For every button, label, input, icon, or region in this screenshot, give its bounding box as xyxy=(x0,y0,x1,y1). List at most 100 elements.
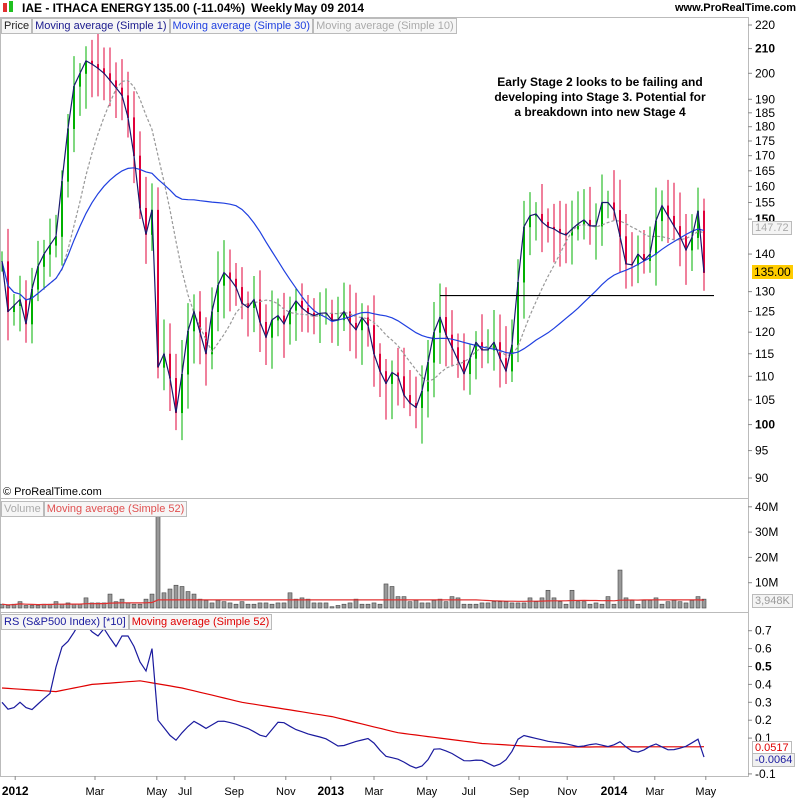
legend-price[interactable]: Price xyxy=(1,18,33,34)
volume-bar xyxy=(647,600,653,609)
price-tick-label: 105 xyxy=(755,393,775,407)
volume-bar xyxy=(545,589,551,609)
volume-tick-label: 30M xyxy=(755,525,778,539)
volume-bar xyxy=(473,603,479,609)
legend-ma30[interactable]: Moving average (Simple 30) xyxy=(169,18,314,34)
legend-volume-ma[interactable]: Moving average (Simple 52) xyxy=(43,501,188,517)
last-price-label: 135.00 xyxy=(752,265,793,279)
volume-bar xyxy=(95,602,101,609)
volume-bar xyxy=(401,596,407,609)
candle-logo-icon-green xyxy=(9,1,13,12)
volume-bar xyxy=(155,514,161,609)
volume-bar xyxy=(101,602,107,609)
volume-tick-label: 10M xyxy=(755,576,778,590)
volume-legend: Volume Moving average (Simple 52) xyxy=(1,501,188,517)
price-tick-label: 170 xyxy=(755,149,775,163)
volume-bar xyxy=(443,601,449,609)
volume-bar xyxy=(377,603,383,609)
volume-bar xyxy=(503,601,509,609)
volume-bar xyxy=(17,601,23,609)
x-tick-label: Sep xyxy=(224,786,244,798)
volume-bar xyxy=(671,600,677,609)
volume-bar xyxy=(221,601,227,609)
volume-bar xyxy=(209,602,215,609)
date: May 09 2014 xyxy=(294,1,365,15)
volume-bar xyxy=(29,605,35,609)
volume-bar xyxy=(575,601,581,609)
volume-bar xyxy=(347,602,353,609)
price-tick-label: 185 xyxy=(755,106,775,120)
annotation-line: Early Stage 2 looks to be failing and xyxy=(497,75,703,89)
volume-bars xyxy=(0,514,707,609)
x-tick-label: Mar xyxy=(86,786,105,798)
volume-bar xyxy=(689,600,695,609)
volume-bar xyxy=(677,601,683,609)
volume-bar xyxy=(701,598,707,609)
volume-bar xyxy=(143,598,149,609)
price-tick-label: 120 xyxy=(755,325,775,339)
price-tick-label: 130 xyxy=(755,285,775,299)
volume-bar xyxy=(245,603,251,609)
volume-bar xyxy=(521,602,527,609)
legend-rs[interactable]: RS (S&P500 Index) [*10] xyxy=(1,614,129,630)
volume-bar xyxy=(107,593,113,609)
volume-bar xyxy=(341,603,347,609)
legend-ma10[interactable]: Moving average (Simple 10) xyxy=(313,18,457,34)
x-tick-label: Jul xyxy=(462,786,476,798)
volume-bar xyxy=(527,597,533,609)
ma10-line xyxy=(1,79,705,382)
volume-bar xyxy=(683,602,689,609)
site-link[interactable]: www.ProRealTime.com xyxy=(674,2,796,14)
volume-bar xyxy=(371,602,377,609)
legend-ma1[interactable]: Moving average (Simple 1) xyxy=(32,18,170,34)
volume-bar xyxy=(275,602,281,609)
volume-bar xyxy=(467,603,473,609)
volume-bar xyxy=(659,603,665,609)
price-tick-label: 115 xyxy=(755,347,774,361)
volume-bar xyxy=(329,606,335,609)
volume-bar xyxy=(539,597,545,609)
x-tick-label: 2013 xyxy=(317,784,344,798)
x-tick-label: 2014 xyxy=(601,784,628,798)
volume-bar xyxy=(581,601,587,609)
price-tick-label: 140 xyxy=(755,247,775,261)
volume-bar xyxy=(359,603,365,609)
x-tick-label: Mar xyxy=(645,786,664,798)
volume-bar xyxy=(617,569,623,609)
volume-tick-label: 20M xyxy=(755,550,778,564)
volume-bar xyxy=(119,598,125,609)
x-tick-label: Nov xyxy=(557,786,577,798)
x-tick-label: May xyxy=(416,786,437,798)
period: Weekly xyxy=(251,1,293,15)
price-tick-label: 160 xyxy=(755,179,775,193)
volume-bar xyxy=(533,601,539,609)
volume-bar xyxy=(65,602,71,609)
header: IAE - ITHACA ENERGY 135.00 (-11.04%) Wee… xyxy=(0,0,800,17)
price-tick-label: 155 xyxy=(755,195,775,209)
volume-bar xyxy=(455,597,461,609)
price-tick-label: 95 xyxy=(755,444,769,458)
ma10-value-label: 147.72 xyxy=(752,221,792,235)
volume-bar xyxy=(413,600,419,609)
volume-bar xyxy=(317,602,323,609)
close-line xyxy=(1,59,705,413)
volume-bar xyxy=(569,589,575,609)
price-tick-label: 210 xyxy=(755,42,775,56)
volume-bar xyxy=(509,602,515,609)
rs-ma-label: 0.0517 xyxy=(752,741,792,755)
x-tick-label: Nov xyxy=(276,786,296,798)
volume-bar xyxy=(491,601,497,609)
legend-volume[interactable]: Volume xyxy=(1,501,44,517)
volume-bar xyxy=(257,602,263,609)
price-tick-label: 125 xyxy=(755,305,775,319)
volume-bar xyxy=(35,605,41,609)
volume-bar xyxy=(5,605,11,609)
legend-rs-ma[interactable]: Moving average (Simple 52) xyxy=(128,614,273,630)
price-tick-label: 165 xyxy=(755,164,775,178)
price-tick-label: 110 xyxy=(755,369,774,383)
annotation: Early Stage 2 looks to be failing and de… xyxy=(480,75,720,120)
volume-bar xyxy=(269,603,275,609)
volume-bar xyxy=(665,601,671,609)
volume-bar xyxy=(395,596,401,609)
copyright: © ProRealTime.com xyxy=(3,486,102,498)
